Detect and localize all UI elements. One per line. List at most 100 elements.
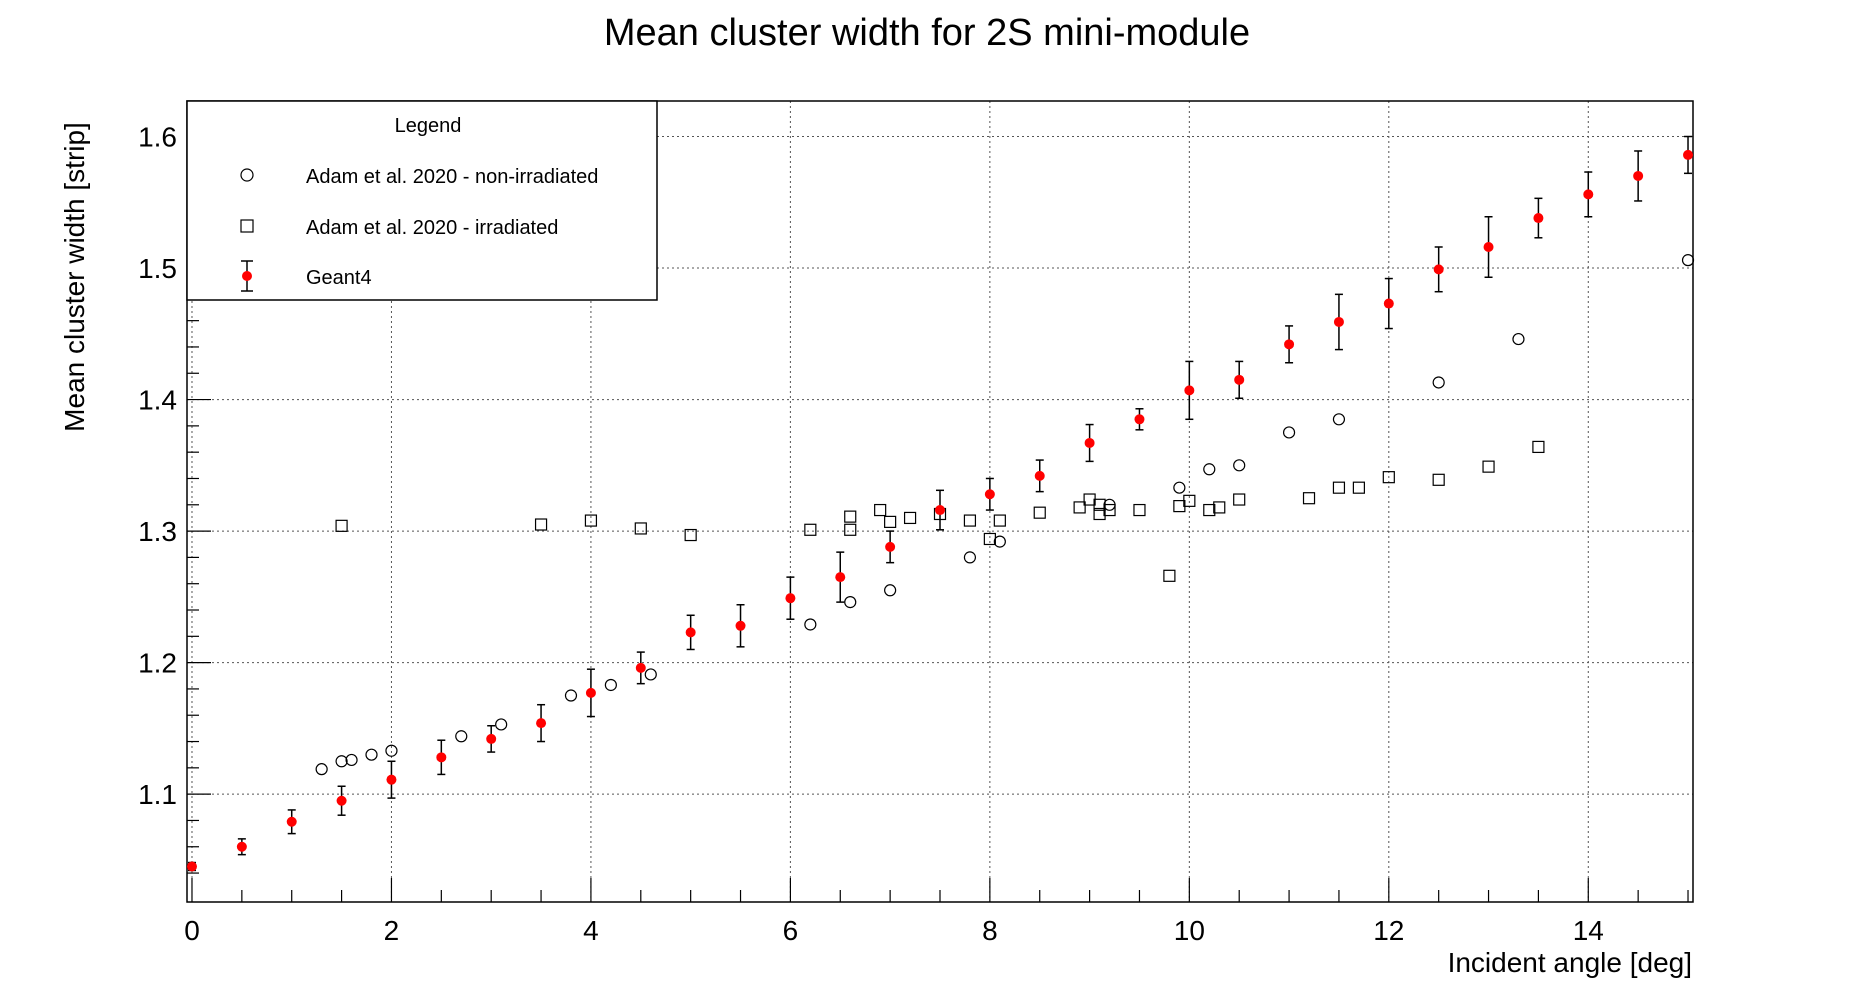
irradiated-point (963, 514, 977, 527)
geant4-point (1633, 170, 1644, 181)
non-irradiated-point (385, 744, 398, 757)
irradiated-point (1213, 501, 1226, 514)
non-irradiated-point (315, 763, 328, 776)
x-tick-label: 10 (1174, 915, 1205, 946)
legend-square-marker (240, 219, 254, 233)
irradiated-point (1163, 569, 1176, 582)
irradiated-point (634, 522, 647, 535)
irradiated-point (884, 515, 897, 528)
geant4-point (436, 752, 447, 763)
geant4-point (286, 816, 297, 827)
geant4-point (536, 718, 547, 729)
x-tick-label: 8 (982, 915, 998, 946)
legend-title: Legend (395, 115, 462, 137)
irradiated-point (1382, 471, 1395, 484)
irradiated-point (1302, 492, 1316, 505)
data-marks (186, 135, 1695, 872)
legend-entry-geant4: Geant4 (306, 267, 372, 289)
y-tick-label: 1.5 (138, 253, 177, 284)
geant4-point (1483, 241, 1494, 252)
geant4-point (585, 687, 596, 698)
irradiated-point (1183, 494, 1196, 507)
non-irradiated-point (564, 689, 578, 702)
non-irradiated-point (1332, 413, 1346, 426)
y-tick-label: 1.4 (138, 385, 177, 416)
non-irradiated-point (804, 618, 817, 631)
y-axis-label: Mean cluster width [strip] (59, 122, 90, 432)
geant4-point (735, 620, 746, 631)
non-irradiated-point (993, 535, 1006, 548)
irradiated-point (1352, 481, 1365, 494)
geant4-point (336, 795, 347, 806)
geant4-point (186, 861, 197, 872)
non-irradiated-point (1203, 463, 1216, 476)
geant4-point (1333, 316, 1344, 327)
geant4-point (1134, 414, 1145, 425)
geant4-point (1433, 264, 1444, 275)
geant4-point (1084, 437, 1095, 448)
x-tick-label: 0 (184, 915, 200, 946)
irradiated-point (844, 510, 857, 523)
geant4-point (236, 841, 247, 852)
irradiated-point (983, 532, 996, 546)
non-irradiated-point (455, 730, 468, 743)
geant4-point (1284, 339, 1295, 350)
geant4-point (1683, 149, 1694, 160)
legend-entry-non-irradiated: Adam et al. 2020 - non-irradiated (306, 166, 598, 188)
geant4-point (1533, 213, 1544, 224)
geant4-point (1184, 385, 1195, 396)
geant4-point (835, 572, 846, 583)
non-irradiated-point (1282, 426, 1296, 439)
x-axis-label: Incident angle [deg] (1448, 947, 1692, 978)
irradiated-point (1133, 503, 1146, 517)
non-irradiated-point (604, 678, 617, 692)
legend-red-dot-marker (242, 271, 252, 281)
geant4-point (935, 505, 945, 516)
irradiated-point (1033, 506, 1046, 519)
y-tick-label: 1.1 (138, 779, 177, 810)
geant4-point (685, 627, 696, 638)
tick-labels: 0 2 4 6 8 10 12 14 1.1 1.2 1.3 1.4 1.5 1.6 (138, 122, 1604, 946)
irradiated-point (874, 503, 887, 517)
y-tick-label: 1.2 (138, 648, 177, 679)
plot-frame (186, 100, 1694, 903)
irradiated-point (1173, 500, 1186, 513)
non-irradiated-point (644, 668, 657, 681)
irradiated-point (684, 528, 697, 542)
irradiated-point (1093, 507, 1106, 521)
irradiated-point (993, 514, 1006, 527)
irradiated-point (1432, 473, 1445, 486)
legend: Legend Adam et al. 2020 - non-irradiated… (186, 100, 658, 301)
y-tick-label: 1.6 (138, 122, 177, 153)
x-tick-label: 2 (384, 915, 400, 946)
non-irradiated-point (844, 596, 857, 609)
x-tick-label: 4 (583, 915, 599, 946)
irradiated-point (1083, 493, 1096, 506)
non-irradiated-point (1173, 481, 1186, 494)
legend-circle-marker (240, 168, 254, 182)
irradiated-point (1482, 460, 1495, 473)
geant4-point (1583, 189, 1594, 200)
non-irradiated-point (345, 753, 358, 767)
non-irradiated-point (335, 755, 348, 768)
non-irradiated-point (495, 718, 508, 731)
irradiated-point (844, 523, 857, 536)
non-irradiated-point (1233, 459, 1246, 472)
irradiated-point (1233, 493, 1246, 506)
irradiated-point (1332, 481, 1346, 494)
x-tick-label: 12 (1373, 915, 1404, 946)
non-irradiated-point (884, 584, 897, 597)
irradiated-point (903, 511, 917, 525)
non-irradiated-point (1681, 254, 1695, 267)
geant4-point (1383, 298, 1394, 309)
x-tick-label: 14 (1573, 915, 1604, 946)
legend-box (186, 100, 658, 301)
non-irradiated-point (365, 748, 378, 761)
geant4-point (984, 489, 995, 500)
irradiated-point (584, 514, 598, 527)
chart-title: Mean cluster width for 2S mini-module (604, 12, 1250, 54)
non-irradiated-point (963, 551, 977, 564)
irradiated-point (1532, 440, 1545, 454)
irradiated-point (534, 518, 548, 531)
